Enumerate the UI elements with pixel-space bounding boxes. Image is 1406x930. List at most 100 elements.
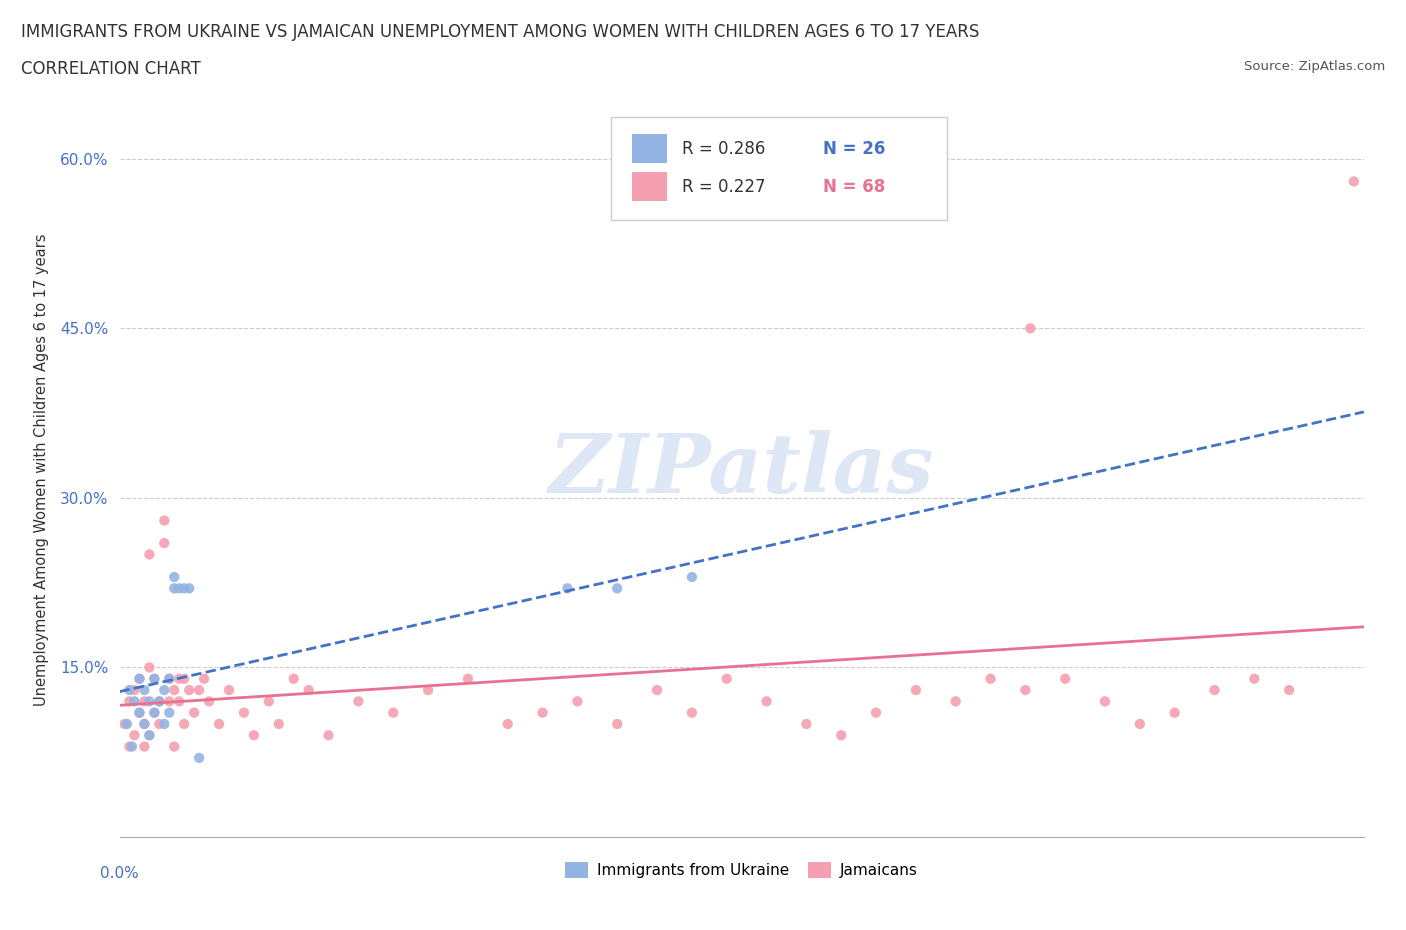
Point	[128, 671, 150, 686]
Point	[148, 694, 170, 709]
Text: N = 68: N = 68	[823, 178, 884, 196]
Point	[157, 671, 180, 686]
Point	[830, 728, 852, 743]
Point	[143, 671, 166, 686]
Text: ZIPatlas: ZIPatlas	[548, 430, 935, 510]
Point	[173, 581, 195, 596]
Point	[138, 728, 160, 743]
Point	[457, 671, 479, 686]
Point	[243, 728, 266, 743]
Point	[134, 716, 156, 731]
Point	[298, 683, 321, 698]
Point	[716, 671, 738, 686]
Point	[157, 671, 180, 686]
Point	[267, 716, 290, 731]
Point	[645, 683, 668, 698]
Point	[134, 739, 156, 754]
Point	[1094, 694, 1116, 709]
Point	[1243, 671, 1265, 686]
Point	[148, 716, 170, 731]
Point	[796, 716, 818, 731]
Bar	[633, 134, 666, 164]
Point	[681, 569, 703, 584]
Point	[163, 739, 186, 754]
Point	[1163, 705, 1185, 720]
Point	[188, 751, 211, 765]
Point	[382, 705, 405, 720]
Point	[865, 705, 887, 720]
Point	[143, 705, 166, 720]
Point	[1278, 683, 1301, 698]
Y-axis label: Unemployment Among Women with Children Ages 6 to 17 years: Unemployment Among Women with Children A…	[34, 233, 49, 706]
Point	[143, 671, 166, 686]
Bar	[633, 172, 666, 202]
Point	[153, 716, 176, 731]
Point	[167, 581, 190, 596]
Point	[496, 716, 519, 731]
Point	[157, 694, 180, 709]
Point	[179, 581, 201, 596]
Text: IMMIGRANTS FROM UKRAINE VS JAMAICAN UNEMPLOYMENT AMONG WOMEN WITH CHILDREN AGES : IMMIGRANTS FROM UKRAINE VS JAMAICAN UNEM…	[21, 23, 980, 41]
Point	[416, 683, 439, 698]
Point	[138, 660, 160, 675]
Text: R = 0.286: R = 0.286	[682, 140, 765, 157]
Point	[606, 716, 628, 731]
Point	[143, 705, 166, 720]
Point	[148, 694, 170, 709]
Point	[347, 694, 370, 709]
Point	[163, 581, 186, 596]
Point	[153, 513, 176, 528]
Legend: Immigrants from Ukraine, Jamaicans: Immigrants from Ukraine, Jamaicans	[560, 857, 924, 884]
Point	[115, 716, 138, 731]
Point	[163, 569, 186, 584]
Point	[1343, 174, 1365, 189]
Text: R = 0.227: R = 0.227	[682, 178, 765, 196]
Point	[567, 694, 589, 709]
Point	[118, 739, 141, 754]
Point	[218, 683, 240, 698]
Point	[124, 683, 146, 698]
Point	[606, 581, 628, 596]
Point	[183, 705, 205, 720]
Point	[945, 694, 967, 709]
Text: N = 26: N = 26	[823, 140, 884, 157]
Point	[318, 728, 340, 743]
Point	[124, 728, 146, 743]
Point	[118, 683, 141, 698]
Point	[134, 683, 156, 698]
Point	[167, 671, 190, 686]
Point	[114, 716, 136, 731]
Point	[153, 683, 176, 698]
Point	[138, 728, 160, 743]
Point	[283, 671, 305, 686]
Point	[1054, 671, 1077, 686]
Point	[1014, 683, 1036, 698]
Point	[173, 716, 195, 731]
Point	[1019, 321, 1042, 336]
Point	[163, 683, 186, 698]
Text: Source: ZipAtlas.com: Source: ZipAtlas.com	[1244, 60, 1385, 73]
Point	[173, 671, 195, 686]
Point	[188, 683, 211, 698]
Point	[179, 683, 201, 698]
Point	[128, 671, 150, 686]
Point	[118, 694, 141, 709]
Point	[979, 671, 1001, 686]
Text: 0.0%: 0.0%	[100, 867, 139, 882]
Point	[121, 739, 143, 754]
Point	[134, 694, 156, 709]
Point	[157, 705, 180, 720]
Point	[193, 671, 215, 686]
Point	[557, 581, 579, 596]
Point	[531, 705, 554, 720]
Point	[257, 694, 280, 709]
FancyBboxPatch shape	[612, 117, 948, 219]
Point	[1204, 683, 1226, 698]
Point	[138, 547, 160, 562]
Point	[153, 536, 176, 551]
Point	[1129, 716, 1152, 731]
Point	[128, 705, 150, 720]
Text: CORRELATION CHART: CORRELATION CHART	[21, 60, 201, 78]
Point	[124, 694, 146, 709]
Point	[138, 694, 160, 709]
